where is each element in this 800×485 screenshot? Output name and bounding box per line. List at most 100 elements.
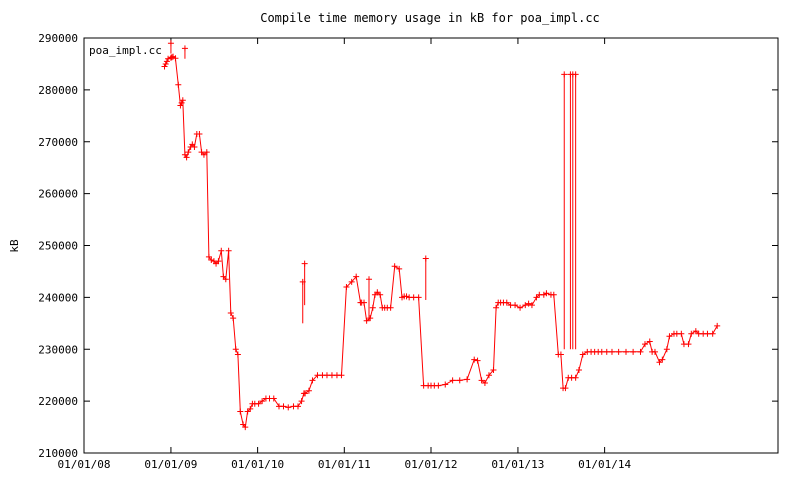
data-point	[232, 346, 239, 353]
data-point	[270, 395, 277, 402]
data-point	[572, 374, 579, 381]
data-point	[162, 60, 169, 67]
data-point	[575, 367, 582, 373]
data-point	[579, 351, 586, 358]
data-point	[377, 291, 384, 298]
data-point	[543, 290, 550, 297]
data-point	[172, 55, 179, 62]
data-point	[242, 424, 249, 431]
data-point	[622, 348, 629, 355]
chart-title: Compile time memory usage in kB for poa_…	[260, 11, 600, 25]
y-axis: 210000 220000 230000 240000 250000 260000 2700…	[38, 32, 778, 460]
data-point	[185, 149, 192, 156]
x-tick-label: 01/01/11	[318, 458, 371, 471]
data-point	[442, 381, 449, 388]
data-point	[361, 299, 368, 306]
data-point	[305, 387, 312, 394]
y-tick-label: 250000	[38, 240, 78, 253]
data-point	[196, 130, 203, 137]
data-point	[478, 377, 485, 384]
data-point	[298, 398, 305, 405]
data-point	[179, 97, 186, 104]
data-point	[663, 346, 670, 353]
x-tick-label: 01/01/10	[231, 458, 284, 471]
legend-label: poa_impl.cc	[89, 44, 162, 57]
data-point	[449, 377, 456, 384]
data-point	[218, 247, 225, 254]
data-point	[522, 302, 529, 309]
data-point	[471, 356, 478, 363]
data-point	[656, 359, 663, 366]
data-point	[363, 317, 370, 324]
data-point	[714, 322, 721, 329]
data-point	[175, 81, 182, 88]
y-tick-label: 290000	[38, 32, 78, 45]
data-point	[161, 63, 168, 70]
y-tick-label: 240000	[38, 291, 78, 304]
data-point	[391, 263, 398, 270]
data-point	[302, 390, 309, 397]
data-point	[685, 341, 692, 348]
data-point	[525, 300, 532, 307]
data-point	[666, 333, 673, 340]
x-axis: 01/01/08 01/01/09 01/01/10 01/01/11 01/01/12…	[58, 38, 631, 471]
data-point	[285, 404, 292, 411]
data-point	[237, 408, 244, 415]
series-layer	[161, 40, 721, 431]
x-tick-label: 01/01/09	[144, 458, 197, 471]
data-point	[203, 149, 210, 156]
data-point	[177, 102, 184, 109]
data-point	[464, 376, 471, 383]
data-point	[403, 293, 410, 300]
data-point	[244, 408, 251, 415]
data-point	[692, 328, 699, 335]
data-point	[230, 315, 237, 322]
data-point	[517, 304, 524, 311]
x-tick-label: 01/01/14	[578, 458, 631, 471]
y-tick-label: 230000	[38, 343, 78, 356]
data-point	[603, 348, 610, 355]
data-point	[557, 351, 564, 358]
data-point	[688, 330, 695, 337]
data-point	[630, 348, 637, 355]
data-point	[387, 304, 394, 311]
y-tick-label: 270000	[38, 136, 78, 149]
data-point	[369, 304, 376, 311]
data-point	[493, 304, 500, 311]
x-tick-label: 01/01/13	[491, 458, 544, 471]
data-point	[704, 330, 711, 337]
data-point	[178, 99, 185, 106]
data-point	[183, 154, 190, 161]
data-point	[234, 351, 241, 358]
data-point	[435, 382, 442, 389]
data-point	[225, 247, 232, 254]
data-point	[165, 55, 172, 62]
data-point	[255, 400, 262, 407]
data-point	[637, 348, 644, 355]
data-point	[641, 341, 648, 348]
data-point	[608, 348, 615, 355]
data-point	[562, 385, 569, 392]
data-point	[485, 372, 492, 379]
y-tick-label: 220000	[38, 395, 78, 408]
data-point	[374, 289, 381, 296]
data-point	[353, 273, 360, 280]
data-point	[309, 377, 316, 384]
data-point	[168, 54, 175, 61]
data-point	[338, 372, 345, 379]
data-point	[481, 379, 488, 386]
spike-point	[572, 71, 579, 78]
data-point	[163, 58, 170, 65]
data-point	[490, 367, 497, 373]
x-tick-label: 01/01/08	[58, 458, 111, 471]
data-point	[280, 403, 287, 410]
spike-point	[301, 260, 308, 267]
data-point	[200, 151, 207, 158]
data-point	[215, 258, 222, 265]
data-point	[343, 284, 350, 290]
spike-point	[167, 40, 174, 47]
data-point	[348, 278, 355, 285]
spike-point	[561, 71, 568, 78]
